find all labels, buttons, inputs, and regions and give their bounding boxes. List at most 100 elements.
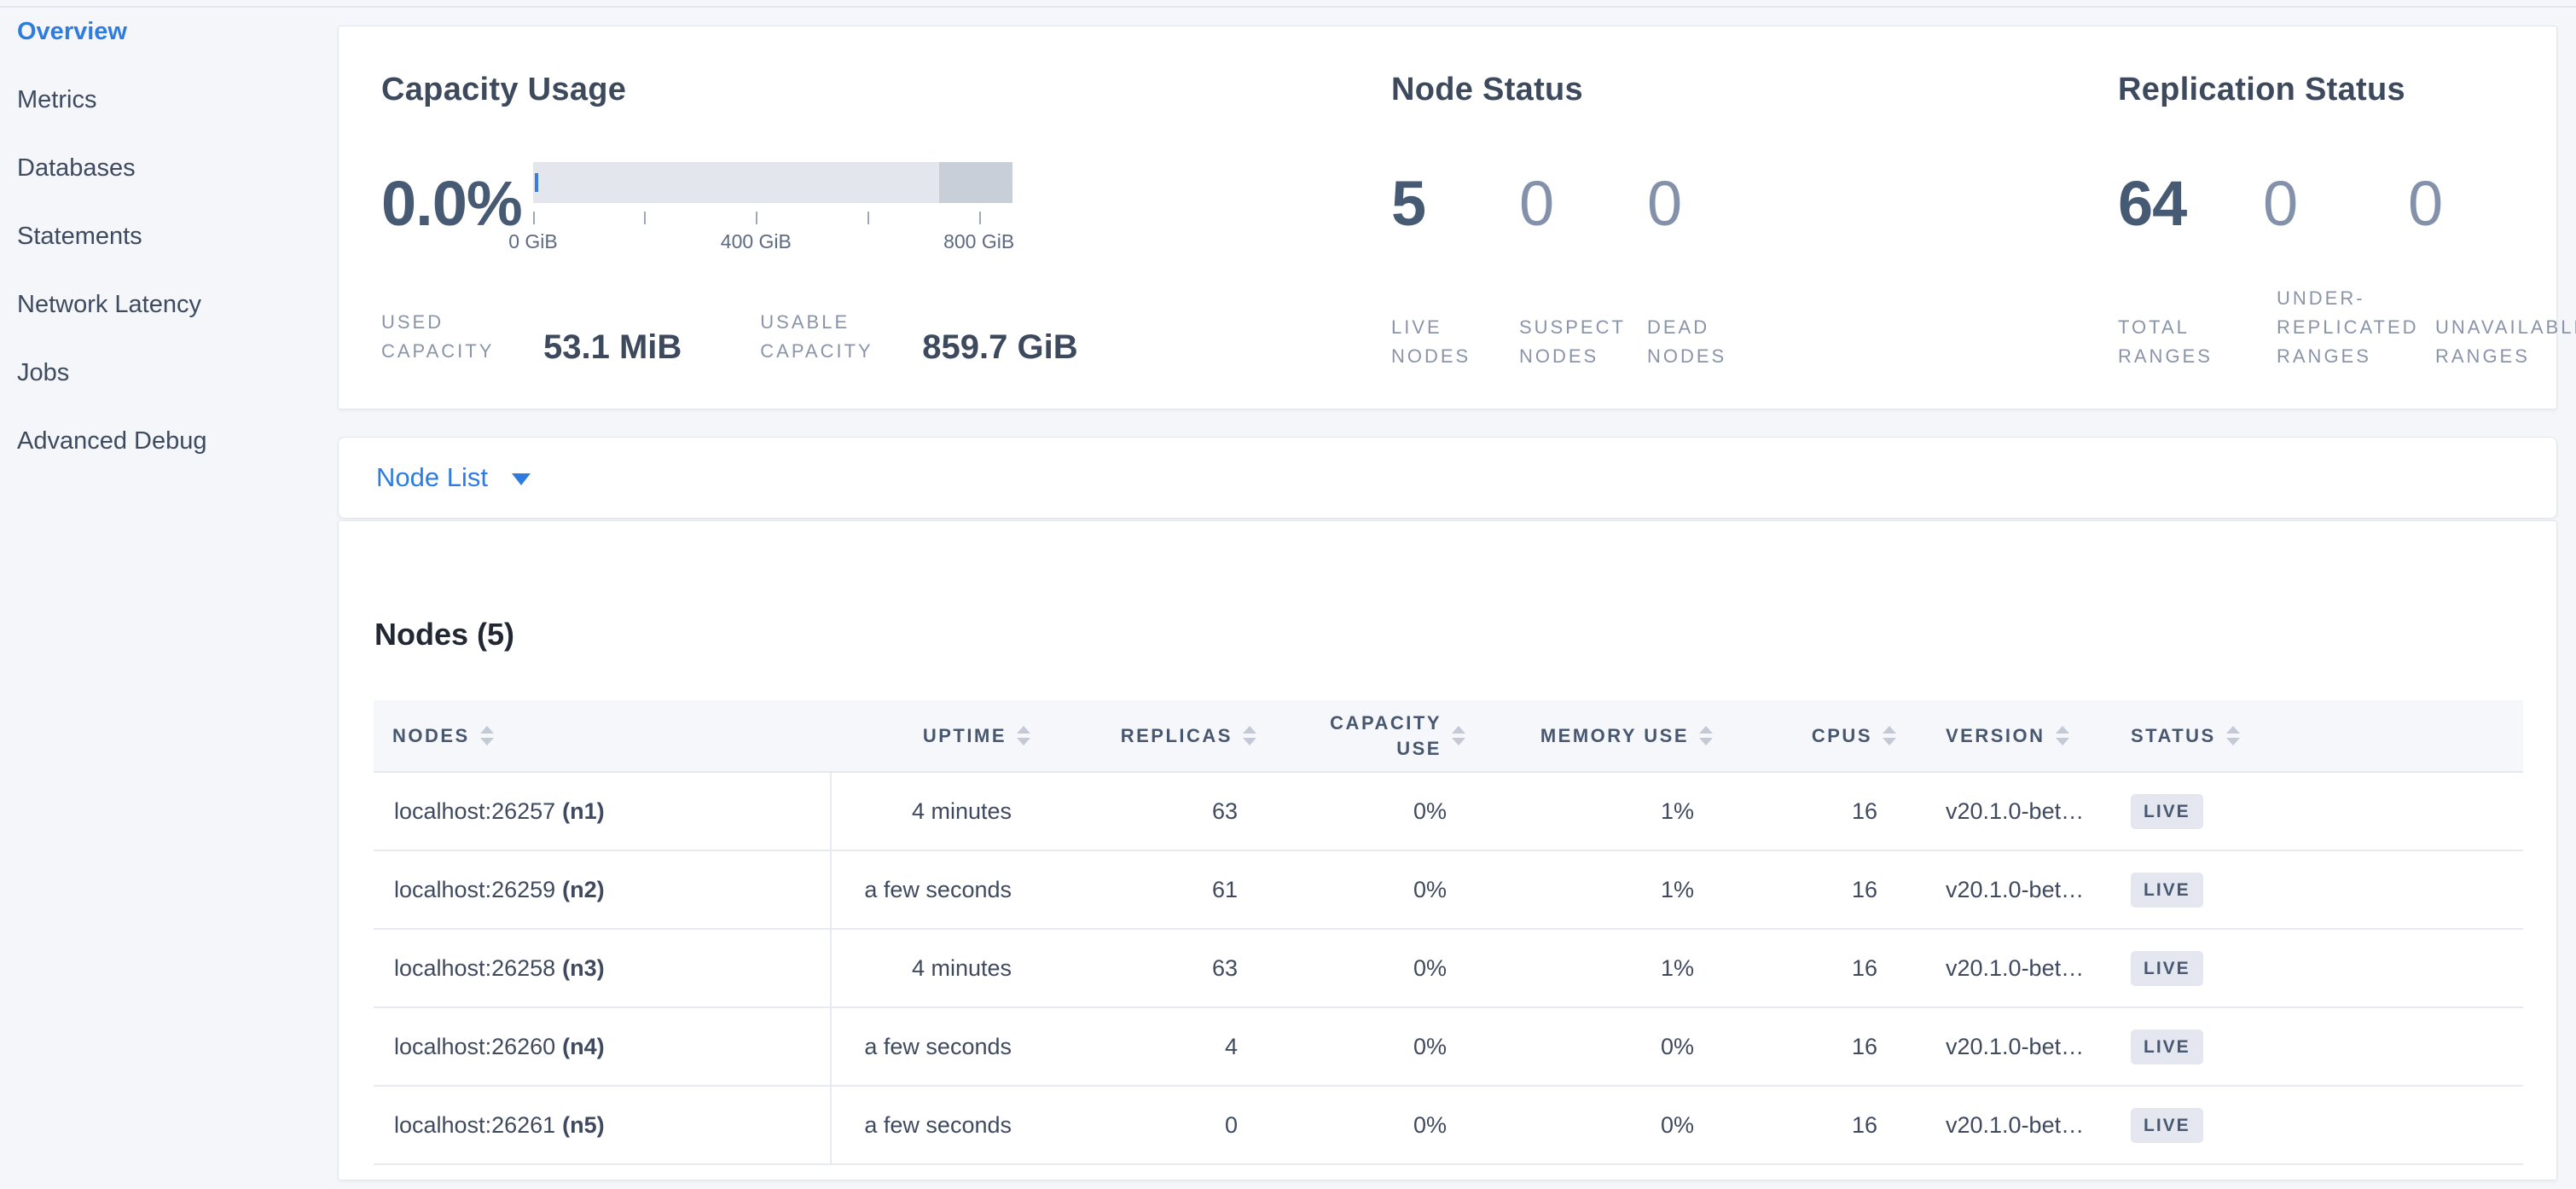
- node-address: localhost:26259: [394, 876, 556, 902]
- sidebar-item-databases[interactable]: Databases: [17, 154, 136, 182]
- capacity-used-percent: 0.0%: [381, 168, 523, 239]
- view-selector-dropdown[interactable]: Node List: [339, 438, 2556, 518]
- sort-icon: [1883, 726, 1896, 745]
- sort-icon: [1452, 726, 1465, 745]
- cell-status: LIVE: [2103, 772, 2523, 851]
- column-header-label: UPTIME: [922, 724, 1007, 746]
- sort-icon: [2055, 726, 2069, 745]
- cell-replicas: 4: [1046, 1007, 1272, 1087]
- column-header-label: CPUS: [1811, 724, 1872, 746]
- node-address: localhost:26257: [394, 798, 556, 824]
- replication-status-section: Replication Status 64 0 0 TOTAL RANGES U…: [2118, 72, 2576, 371]
- nodes-card: Nodes (5) NODES UPTIME REPLICAS CAPACITY…: [338, 520, 2557, 1180]
- capacity-bar-used-indicator: [535, 173, 538, 192]
- column-header-label: MEMORY USE: [1540, 724, 1689, 746]
- column-header-label: CAPACITY USE: [1330, 711, 1442, 759]
- sidebar-item-network-latency[interactable]: Network Latency: [17, 291, 201, 318]
- node-id: (n4): [562, 1033, 605, 1059]
- cell-cpus: 16: [1728, 850, 1912, 930]
- capacity-bar: 0 GiB 400 GiB 800 GiB: [508, 162, 1014, 256]
- sidebar-item-overview[interactable]: Overview: [17, 18, 127, 45]
- cell-node-address[interactable]: localhost:26260 (n4): [374, 1007, 832, 1087]
- cell-memory-use: 1%: [1481, 772, 1728, 851]
- column-header-replicas[interactable]: REPLICAS: [1046, 700, 1272, 773]
- axis-tick: [867, 212, 870, 224]
- table-row: localhost:26260 (n4) a few seconds 4 0% 0…: [374, 1007, 2523, 1087]
- node-id: (n3): [562, 954, 605, 981]
- node-id: (n1): [562, 798, 605, 824]
- sidebar: Overview Metrics Databases Statements Ne…: [0, 18, 338, 496]
- cell-cpus: 16: [1728, 772, 1912, 851]
- column-header-label: NODES: [392, 724, 470, 746]
- under-replicated-ranges-label: UNDER-REPLICATED RANGES: [2277, 287, 2419, 368]
- status-badge: LIVE: [2131, 793, 2203, 829]
- column-header-memory-use[interactable]: MEMORY USE: [1481, 700, 1728, 773]
- cell-cpus: 16: [1728, 929, 1912, 1008]
- dead-nodes-value: 0: [1647, 168, 1682, 239]
- cell-uptime: a few seconds: [831, 1007, 1046, 1087]
- axis-tick: [533, 212, 535, 224]
- sort-icon: [2225, 726, 2240, 745]
- sidebar-item-jobs[interactable]: Jobs: [17, 359, 70, 386]
- cell-memory-use: 0%: [1481, 1007, 1728, 1087]
- cell-replicas: 0: [1046, 1086, 1272, 1165]
- dead-nodes-label: DEAD NODES: [1647, 316, 1727, 368]
- column-header-uptime[interactable]: UPTIME: [831, 700, 1046, 773]
- cell-node-address[interactable]: localhost:26261 (n5): [374, 1086, 832, 1165]
- cluster-summary-card: Capacity Usage 0.0% 0 GiB 400 GiB: [338, 26, 2576, 409]
- cell-version: v20.1.0-bet…: [1912, 1007, 2103, 1087]
- table-row: localhost:26257 (n1) 4 minutes 63 0% 1% 1…: [374, 772, 2523, 851]
- total-ranges-label: TOTAL RANGES: [2118, 316, 2213, 368]
- column-header-cpus[interactable]: CPUS: [1728, 700, 1912, 773]
- column-header-nodes[interactable]: NODES: [374, 700, 831, 773]
- cell-capacity-use: 0%: [1272, 772, 1481, 851]
- cell-replicas: 63: [1046, 772, 1272, 851]
- column-header-label: VERSION: [1946, 724, 2045, 746]
- under-replicated-ranges-value: 0: [2263, 168, 2298, 239]
- column-header-capacity-use[interactable]: CAPACITY USE: [1272, 700, 1481, 773]
- cell-cpus: 16: [1728, 1007, 1912, 1087]
- usable-capacity-value: 859.7 GiB: [922, 328, 1078, 367]
- cell-version: v20.1.0-bet…: [1912, 772, 2103, 851]
- column-header-version[interactable]: VERSION: [1912, 700, 2103, 773]
- table-header-row: NODES UPTIME REPLICAS CAPACITY USE MEMOR…: [374, 700, 2523, 773]
- top-border-line: [0, 6, 2576, 8]
- cell-replicas: 63: [1046, 929, 1272, 1008]
- status-badge: LIVE: [2131, 1107, 2203, 1143]
- nodes-table: NODES UPTIME REPLICAS CAPACITY USE MEMOR…: [374, 700, 2523, 1165]
- table-row: localhost:26258 (n3) 4 minutes 63 0% 1% 1…: [374, 929, 2523, 1008]
- capacity-usage-title: Capacity Usage: [381, 72, 627, 107]
- axis-label-0gib: 0 GiB: [508, 230, 558, 252]
- sort-icon: [1243, 726, 1256, 745]
- used-capacity-value: 53.1 MiB: [543, 328, 682, 367]
- live-nodes-label: LIVE NODES: [1391, 316, 1471, 368]
- sidebar-item-advanced-debug[interactable]: Advanced Debug: [17, 427, 207, 455]
- cell-memory-use: 1%: [1481, 850, 1728, 930]
- sort-icon: [1017, 726, 1030, 745]
- node-id: (n2): [562, 876, 605, 902]
- suspect-nodes-value: 0: [1519, 168, 1554, 239]
- capacity-usage-section: Capacity Usage 0.0% 0 GiB 400 GiB: [381, 72, 1371, 366]
- column-header-label: REPLICAS: [1120, 724, 1233, 746]
- cell-version: v20.1.0-bet…: [1912, 1086, 2103, 1165]
- cell-capacity-use: 0%: [1272, 929, 1481, 1008]
- cell-capacity-use: 0%: [1272, 850, 1481, 930]
- cell-cpus: 16: [1728, 1086, 1912, 1165]
- sidebar-item-metrics[interactable]: Metrics: [17, 86, 97, 113]
- cell-capacity-use: 0%: [1272, 1007, 1481, 1087]
- cell-version: v20.1.0-bet…: [1912, 850, 2103, 930]
- status-badge: LIVE: [2131, 1029, 2203, 1064]
- status-badge: LIVE: [2131, 872, 2203, 908]
- unavailable-ranges-value: 0: [2408, 168, 2443, 239]
- cell-status: LIVE: [2103, 1086, 2523, 1165]
- cell-version: v20.1.0-bet…: [1912, 929, 2103, 1008]
- cell-node-address[interactable]: localhost:26257 (n1): [374, 772, 832, 851]
- cell-memory-use: 0%: [1481, 1086, 1728, 1165]
- capacity-bar-track: [533, 162, 1012, 203]
- suspect-nodes-label: SUSPECT NODES: [1519, 316, 1626, 368]
- column-header-status[interactable]: STATUS: [2103, 700, 2523, 773]
- cell-node-address[interactable]: localhost:26259 (n2): [374, 850, 832, 930]
- sidebar-item-statements[interactable]: Statements: [17, 223, 142, 250]
- view-selector-card: Node List: [338, 437, 2557, 519]
- cell-node-address[interactable]: localhost:26258 (n3): [374, 929, 832, 1008]
